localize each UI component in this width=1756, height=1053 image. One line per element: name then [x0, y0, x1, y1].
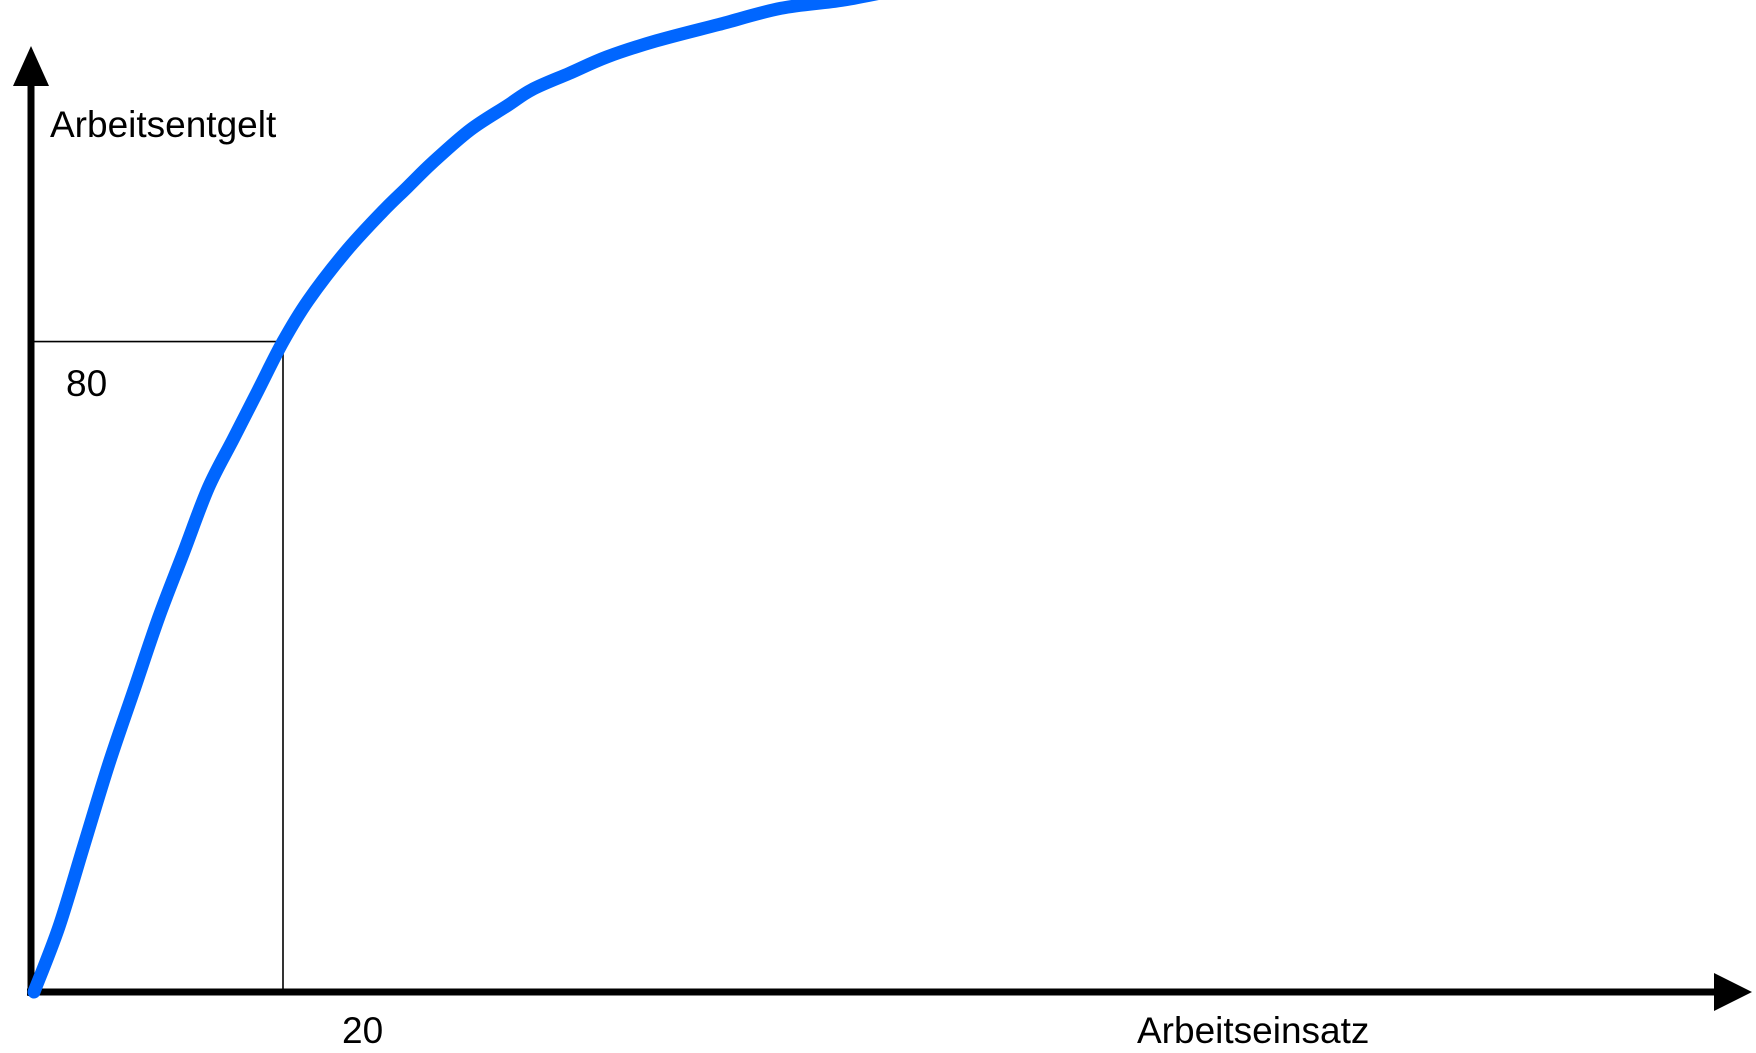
y-tick-label: 80 [66, 363, 107, 404]
series-group [27, 0, 879, 999]
series-line [27, 0, 879, 999]
axes [13, 46, 1752, 1011]
x-axis-arrowhead [1714, 973, 1752, 1011]
reference-guides [34, 340, 284, 992]
y-axis-label: Arbeitsentgelt [50, 104, 277, 145]
x-axis-label: Arbeitseinsatz [1137, 1010, 1369, 1051]
x-tick-label: 20 [342, 1010, 383, 1051]
y-axis-arrowhead [13, 46, 49, 86]
